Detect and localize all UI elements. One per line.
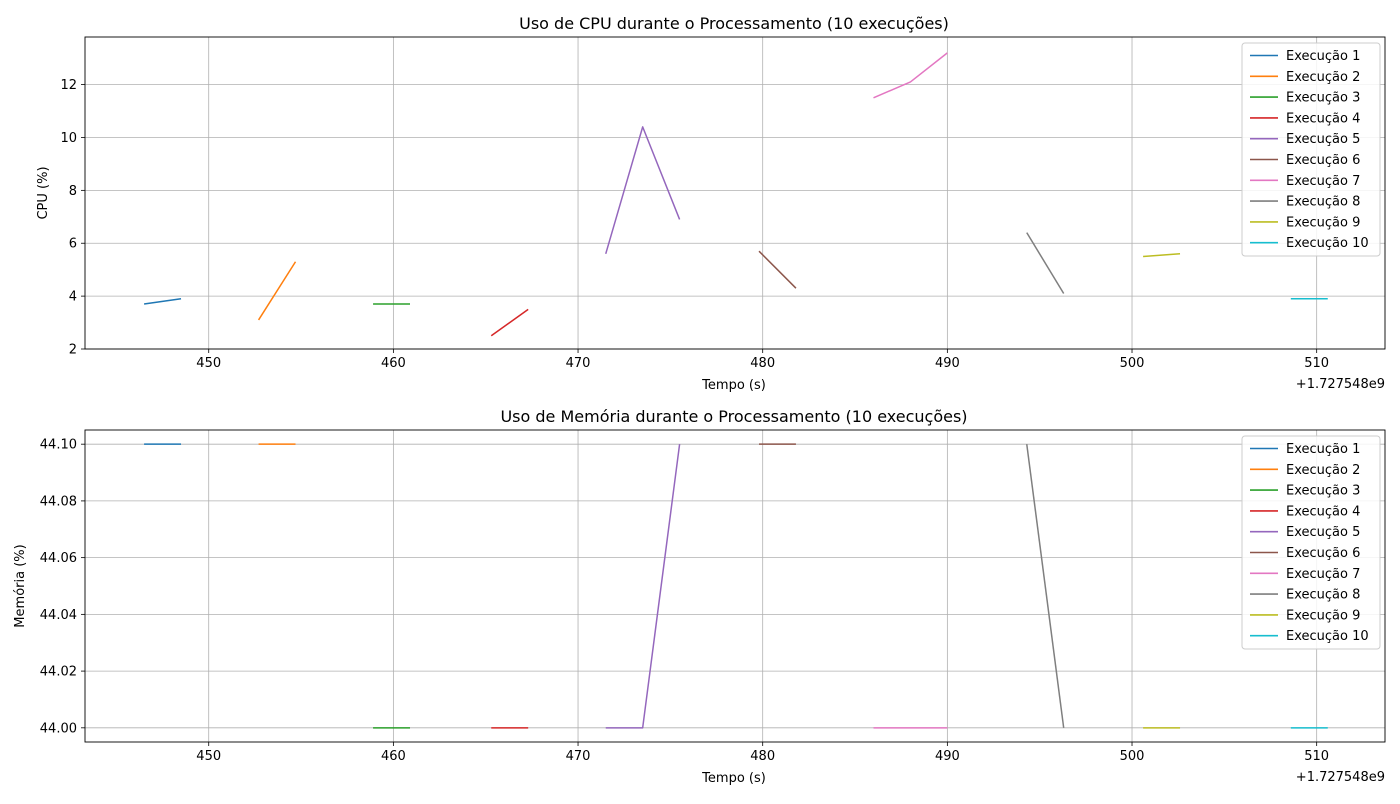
cpu-usage-chart: Uso de CPU durante o Processamento (10 e… — [36, 14, 1386, 393]
memory-legend-label-5: Execução 5 — [1286, 525, 1360, 540]
cpu-legend-label-8: Execução 8 — [1286, 195, 1360, 210]
cpu-x-offset-label: +1.727548e9 — [1296, 377, 1385, 392]
cpu-x-tick-label: 470 — [566, 356, 591, 371]
memory-legend-label-7: Execução 7 — [1286, 567, 1360, 582]
memory-series-line-8 — [1026, 444, 1065, 728]
memory-x-tick-label: 510 — [1304, 749, 1329, 764]
cpu-x-tick-label: 450 — [196, 356, 221, 371]
cpu-legend-label-7: Execução 7 — [1286, 174, 1360, 189]
memory-chart-title: Uso de Memória durante o Processamento (… — [500, 407, 967, 426]
cpu-series-line-6 — [758, 250, 797, 289]
cpu-legend: Execução 1 Execução 2 Execução 3 Execução 4… — [1241, 42, 1381, 257]
cpu-y-tick-label: 4 — [69, 290, 77, 305]
cpu-x-tick-label: 490 — [935, 356, 960, 371]
memory-series-line-5 — [605, 444, 681, 729]
memory-axes-frame — [84, 429, 1386, 743]
memory-legend-box — [1241, 435, 1381, 650]
cpu-x-tick-label: 460 — [381, 356, 406, 371]
memory-legend: Execução 1 Execução 2 Execução 3 Execução 4… — [1241, 435, 1381, 650]
memory-x-tick-label: 500 — [1120, 749, 1145, 764]
cpu-chart-title: Uso de CPU durante o Processamento (10 e… — [519, 14, 949, 33]
memory-legend-label-1: Execução 1 — [1286, 442, 1360, 457]
cpu-axes-frame — [84, 36, 1386, 350]
memory-x-tick-label: 450 — [196, 749, 221, 764]
memory-legend-label-9: Execução 9 — [1286, 608, 1360, 623]
memory-legend-label-3: Execução 3 — [1286, 484, 1360, 499]
memory-x-tick-label: 460 — [381, 749, 406, 764]
cpu-legend-label-5: Execução 5 — [1286, 132, 1360, 147]
cpu-legend-label-10: Execução 10 — [1286, 236, 1369, 251]
cpu-legend-label-6: Execução 6 — [1286, 153, 1360, 168]
memory-y-axis-label: Memória (%) — [13, 544, 28, 627]
memory-y-tick-label: 44.10 — [40, 438, 77, 453]
cpu-legend-box — [1241, 42, 1381, 257]
memory-legend-label-2: Execução 2 — [1286, 463, 1360, 478]
cpu-legend-label-2: Execução 2 — [1286, 70, 1360, 85]
cpu-series-line-5 — [605, 126, 681, 255]
cpu-y-tick-label: 6 — [69, 237, 77, 252]
memory-legend-label-4: Execução 4 — [1286, 504, 1360, 519]
cpu-legend-label-1: Execução 1 — [1286, 49, 1360, 64]
cpu-series-line-7 — [873, 52, 948, 99]
memory-y-tick-label: 44.06 — [40, 551, 77, 566]
memory-x-axis-label: Tempo (s) — [701, 771, 766, 786]
cpu-y-tick-label: 10 — [60, 131, 77, 146]
memory-y-tick-label: 44.02 — [40, 665, 77, 680]
cpu-y-tick-label: 8 — [69, 184, 77, 199]
cpu-legend-label-3: Execução 3 — [1286, 91, 1360, 106]
cpu-legend-label-9: Execução 9 — [1286, 215, 1360, 230]
cpu-y-axis-label: CPU (%) — [36, 166, 51, 219]
memory-usage-chart: Uso de Memória durante o Processamento (… — [13, 407, 1386, 786]
memory-y-tick-label: 44.00 — [40, 721, 77, 736]
cpu-y-tick-label: 12 — [60, 78, 77, 93]
cpu-series-line-8 — [1026, 232, 1065, 294]
memory-legend-label-6: Execução 6 — [1286, 546, 1360, 561]
cpu-x-tick-label: 480 — [750, 356, 775, 371]
memory-legend-label-10: Execução 10 — [1286, 629, 1369, 644]
memory-x-offset-label: +1.727548e9 — [1296, 770, 1385, 785]
cpu-legend-label-4: Execução 4 — [1286, 111, 1360, 126]
cpu-x-tick-label: 510 — [1304, 356, 1329, 371]
memory-x-tick-label: 470 — [566, 749, 591, 764]
cpu-y-tick-label: 2 — [69, 343, 77, 358]
cpu-x-tick-label: 500 — [1120, 356, 1145, 371]
memory-x-tick-label: 490 — [935, 749, 960, 764]
memory-x-tick-label: 480 — [750, 749, 775, 764]
cpu-x-axis-label: Tempo (s) — [701, 378, 766, 393]
memory-y-tick-label: 44.08 — [40, 494, 77, 509]
cpu-series-line-1 — [143, 298, 182, 305]
memory-legend-label-8: Execução 8 — [1286, 588, 1360, 603]
cpu-series-line-4 — [490, 308, 529, 337]
cpu-series-line-2 — [257, 261, 297, 321]
memory-y-tick-label: 44.04 — [40, 608, 77, 623]
cpu-series-line-9 — [1143, 253, 1181, 258]
